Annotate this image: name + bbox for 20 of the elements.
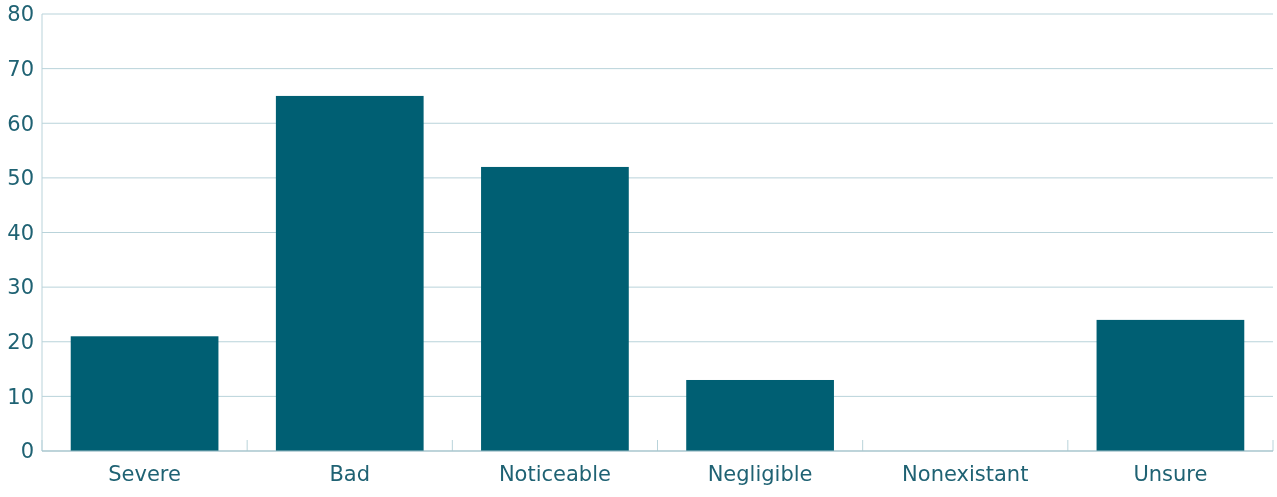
y-tick-label: 0 <box>20 439 34 464</box>
x-tick-label: Bad <box>329 462 371 486</box>
y-tick-label: 20 <box>7 330 34 355</box>
y-tick-label: 80 <box>7 2 34 27</box>
y-tick-label: 40 <box>7 220 34 245</box>
y-tick-label: 60 <box>7 111 34 136</box>
x-tick-label: Severe <box>108 462 181 486</box>
bar <box>1096 319 1245 451</box>
y-tick-label: 10 <box>7 384 34 409</box>
x-tick-label: Negligible <box>707 462 813 486</box>
y-tick-label: 30 <box>7 275 34 300</box>
bar <box>275 95 424 451</box>
x-tick-label: Unsure <box>1133 462 1208 486</box>
x-tick-label: Nonexistant <box>902 462 1029 486</box>
bar <box>686 379 834 451</box>
bar <box>70 336 219 451</box>
y-tick-label: 50 <box>7 166 34 191</box>
y-tick-label: 70 <box>7 56 34 81</box>
bar <box>481 166 629 451</box>
x-tick-label: Noticeable <box>498 462 611 486</box>
